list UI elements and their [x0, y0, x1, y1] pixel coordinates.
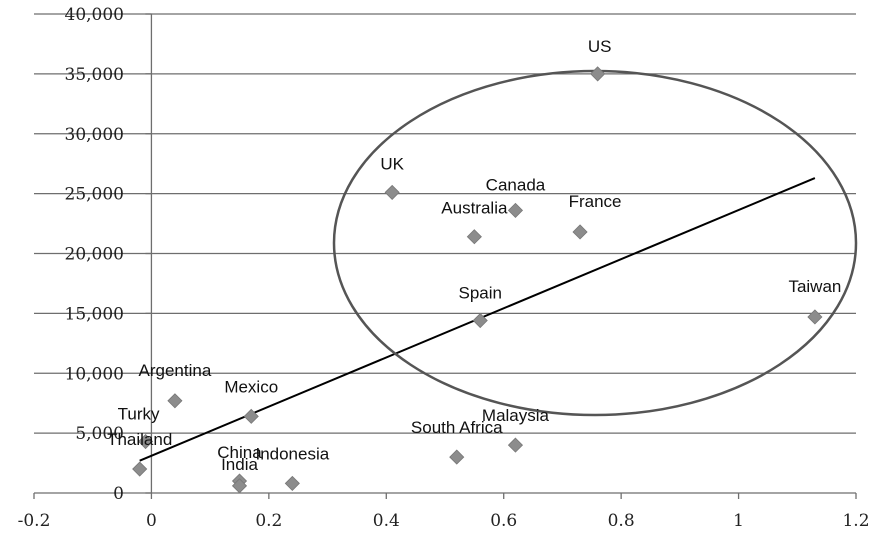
- data-point: [284, 475, 300, 491]
- axes: [33, 13, 857, 499]
- point-label: India: [221, 455, 258, 474]
- data-point: [590, 66, 606, 82]
- data-points: [132, 66, 823, 494]
- grid-lines: [34, 13, 856, 434]
- y-tick-label: 10,000: [65, 364, 124, 384]
- data-point: [132, 461, 148, 477]
- data-point: [572, 224, 588, 240]
- data-point: [137, 433, 154, 450]
- point-labels: US UK Canada Australia France Spain Taiwan Arge…: [107, 37, 841, 474]
- point-label: Canada: [486, 175, 546, 194]
- y-tick-label: 0: [113, 484, 124, 504]
- highlight-ellipse: [332, 69, 858, 417]
- x-tick-label: 0.4: [373, 511, 400, 531]
- tick-labels: -0.2 0 0.2 0.4 0.6 0.8 1 1.2 0 5,000 10,000 15,000 2…: [18, 5, 870, 531]
- data-point: [167, 393, 183, 409]
- y-tick-label: 5,000: [75, 424, 124, 444]
- x-tick-label: -0.2: [18, 511, 51, 531]
- y-tick-label: 20,000: [65, 245, 124, 265]
- y-tick-label: 40,000: [65, 5, 124, 25]
- point-label: Thailand: [107, 430, 172, 449]
- point-label: Mexico: [224, 377, 278, 396]
- data-point: [449, 449, 465, 465]
- point-label: Taiwan: [788, 277, 841, 296]
- x-tick-label: 1.2: [842, 511, 869, 531]
- y-tick-label: 15,000: [65, 304, 124, 324]
- point-label: Argentina: [139, 361, 212, 380]
- point-label: South Africa: [411, 418, 503, 437]
- y-tick-label: 35,000: [65, 65, 124, 85]
- data-point: [466, 229, 482, 245]
- y-tick-label: 25,000: [65, 185, 124, 205]
- point-label: UK: [380, 154, 404, 173]
- point-label: China: [217, 443, 262, 462]
- point-label: Australia: [441, 199, 508, 218]
- data-point: [243, 408, 259, 424]
- data-point: [507, 437, 524, 453]
- point-label: Malaysia: [482, 406, 550, 425]
- point-label: France: [569, 192, 622, 211]
- x-tick-label: 0: [146, 511, 157, 531]
- x-tick-label: 0.8: [608, 511, 635, 531]
- point-label: Spain: [458, 284, 501, 303]
- point-label: Turky: [118, 405, 160, 424]
- x-tick-label: 1: [733, 511, 744, 531]
- data-point: [507, 202, 524, 218]
- point-label: US: [588, 37, 612, 56]
- x-tick-label: 0.6: [490, 511, 517, 531]
- y-tick-label: 30,000: [65, 125, 124, 145]
- data-point: [384, 184, 400, 200]
- point-label: Indonesia: [255, 444, 329, 463]
- data-point: [231, 478, 248, 494]
- data-point: [807, 309, 823, 325]
- data-point: [472, 312, 488, 329]
- x-tick-label: 0.2: [255, 511, 282, 531]
